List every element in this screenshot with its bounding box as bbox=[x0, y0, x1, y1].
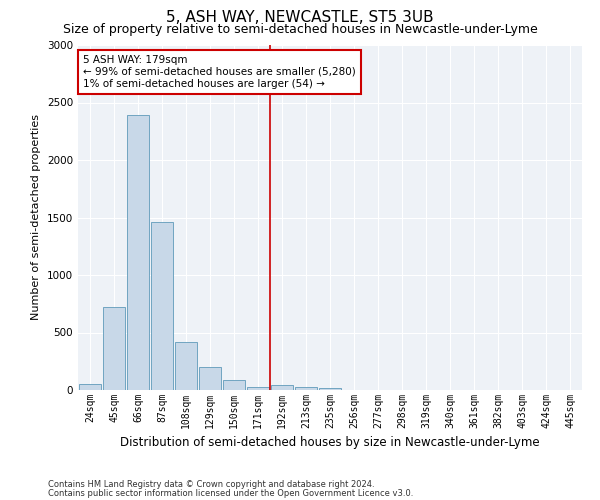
Bar bbox=[247, 386, 269, 390]
Bar bbox=[271, 385, 293, 390]
Bar bbox=[223, 380, 245, 390]
Bar bbox=[79, 384, 101, 390]
Bar bbox=[151, 222, 173, 390]
Text: Contains public sector information licensed under the Open Government Licence v3: Contains public sector information licen… bbox=[48, 488, 413, 498]
Bar bbox=[175, 342, 197, 390]
Bar bbox=[295, 387, 317, 390]
Text: 5 ASH WAY: 179sqm
← 99% of semi-detached houses are smaller (5,280)
1% of semi-d: 5 ASH WAY: 179sqm ← 99% of semi-detached… bbox=[83, 56, 356, 88]
Bar bbox=[199, 367, 221, 390]
Y-axis label: Number of semi-detached properties: Number of semi-detached properties bbox=[31, 114, 41, 320]
X-axis label: Distribution of semi-detached houses by size in Newcastle-under-Lyme: Distribution of semi-detached houses by … bbox=[120, 436, 540, 450]
Text: Contains HM Land Registry data © Crown copyright and database right 2024.: Contains HM Land Registry data © Crown c… bbox=[48, 480, 374, 489]
Text: 5, ASH WAY, NEWCASTLE, ST5 3UB: 5, ASH WAY, NEWCASTLE, ST5 3UB bbox=[166, 10, 434, 25]
Bar bbox=[103, 307, 125, 390]
Bar bbox=[319, 388, 341, 390]
Bar bbox=[127, 115, 149, 390]
Text: Size of property relative to semi-detached houses in Newcastle-under-Lyme: Size of property relative to semi-detach… bbox=[62, 22, 538, 36]
